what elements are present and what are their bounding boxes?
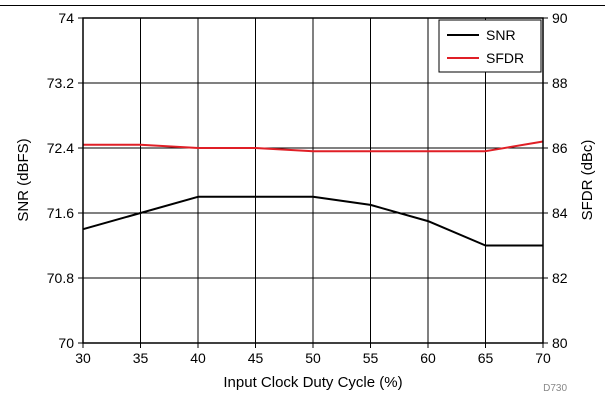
tick-labels: 30 35 40 45 50 55 60 65 70 70 70.8 71.6 72.4 73.2 74 80… [47, 10, 568, 366]
y2-tick-label: 86 [552, 140, 568, 156]
y-tick-label: 73.2 [47, 75, 74, 91]
y-tick-label: 74 [58, 10, 74, 26]
legend: SNR SFDR [438, 19, 542, 73]
y-tick-label: 71.6 [47, 205, 74, 221]
x-tick-label: 40 [190, 350, 206, 366]
x-tick-label: 65 [478, 350, 494, 366]
legend-box [438, 19, 542, 73]
y2-tick-label: 84 [552, 205, 568, 221]
x-tick-label: 60 [420, 350, 436, 366]
y2-tick-label: 82 [552, 270, 568, 286]
y2-tick-label: 88 [552, 75, 568, 91]
footnote-label: D730 [543, 383, 567, 394]
x-tick-label: 45 [248, 350, 264, 366]
legend-label-snr: SNR [486, 27, 516, 43]
x-axis-label: Input Clock Duty Cycle (%) [223, 374, 402, 391]
y-tick-label: 72.4 [47, 140, 74, 156]
y-tick-label: 70 [58, 335, 74, 351]
series-line-sfdr [83, 140, 544, 153]
y2-tick-label: 90 [552, 10, 568, 26]
y-axis-label: SNR (dBFS) [15, 138, 32, 221]
y2-tick-label: 80 [552, 335, 568, 351]
top-rule [0, 5, 605, 6]
x-tick-label: 35 [133, 350, 149, 366]
x-tick-label: 70 [535, 350, 551, 366]
y2-axis-label: SFDR (dBc) [579, 140, 596, 221]
grid [83, 18, 543, 343]
series-layer [82, 140, 544, 247]
legend-label-sfdr: SFDR [486, 50, 524, 66]
y-tick-label: 70.8 [47, 270, 74, 286]
x-tick-label: 30 [75, 350, 91, 366]
series-line-snr [82, 195, 543, 247]
x-tick-label: 50 [305, 350, 321, 366]
x-tick-label: 55 [363, 350, 379, 366]
